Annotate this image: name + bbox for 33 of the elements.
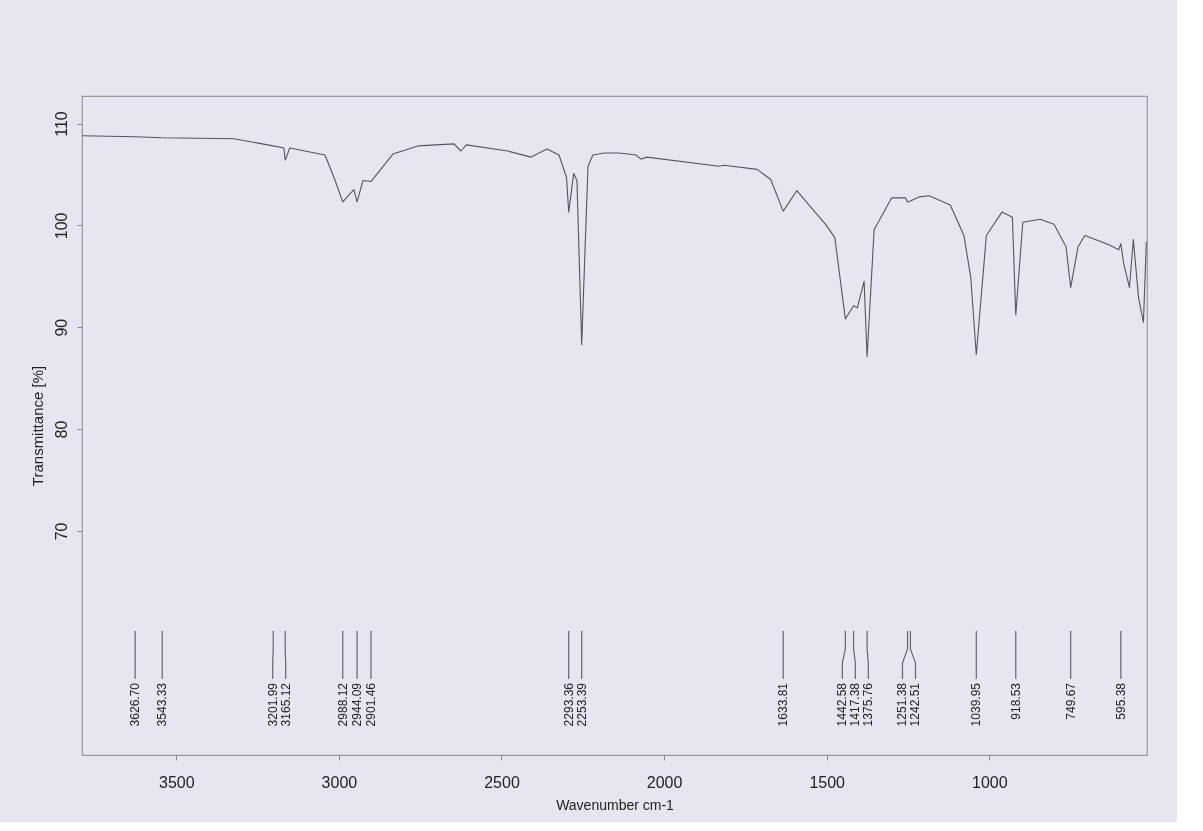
- line-series: [81, 135, 1147, 358]
- x-tick-label: 1000: [971, 773, 1008, 791]
- annotation: 3543.33: [155, 682, 170, 727]
- annotation: 2944.09: [350, 682, 365, 727]
- x-tick-label: 3000: [321, 773, 358, 791]
- annotation: 749.67: [1063, 682, 1078, 720]
- x-axis-title: Wavenumber cm-1: [556, 796, 675, 813]
- annotation: 2988.12: [335, 682, 350, 727]
- annotation: 1375.76: [861, 682, 876, 727]
- annotation: 2253.39: [574, 682, 589, 727]
- x-tick-label: 2000: [646, 773, 683, 791]
- x-tick-label: 3500: [159, 773, 195, 791]
- y-tick-label: 90: [52, 318, 70, 337]
- annotation: 3626.70: [128, 682, 143, 727]
- x-tick-label: 2500: [484, 773, 520, 791]
- annotation: 1633.81: [776, 682, 791, 727]
- annotation: 2901.46: [363, 682, 378, 727]
- annotation: 1417.38: [848, 682, 863, 727]
- y-axis-title: Transmittance [%]: [28, 365, 46, 487]
- y-tick-label: 110: [52, 111, 70, 137]
- y-tick-label: 70: [52, 522, 70, 541]
- annotation: 918.53: [1008, 682, 1023, 720]
- annotation: 1251.38: [895, 682, 910, 727]
- x-tick-label: 1500: [809, 773, 846, 791]
- y-tick-label: 80: [52, 420, 70, 439]
- annotation: 3165.12: [278, 682, 293, 727]
- annotation: 1442.58: [835, 682, 850, 727]
- annotation: 1039.95: [969, 682, 984, 727]
- annotation: 2293.36: [561, 682, 576, 727]
- annotation: 595.38: [1113, 682, 1128, 720]
- annotation: 1242.51: [908, 682, 923, 727]
- annotation: 3201.99: [265, 682, 280, 727]
- y-tick-label: 100: [52, 212, 70, 240]
